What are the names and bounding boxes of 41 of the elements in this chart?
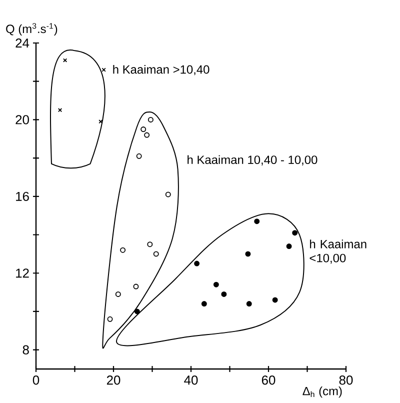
point <box>62 58 68 62</box>
point <box>254 218 260 224</box>
point <box>120 247 126 253</box>
point <box>102 68 106 72</box>
point <box>98 120 103 124</box>
point <box>245 251 251 257</box>
point <box>148 116 154 122</box>
point <box>272 297 278 303</box>
x-tick-label: 60 <box>262 376 276 385</box>
point <box>165 192 171 198</box>
annotation: h Kaaiman >10,40 <box>113 64 210 76</box>
point <box>134 308 140 314</box>
x-tick-label: 0 <box>32 376 40 385</box>
point <box>136 153 142 159</box>
x-tick-label: 40 <box>184 376 198 385</box>
point <box>115 291 121 297</box>
point <box>107 316 113 322</box>
y-tick-label: 16 <box>16 192 29 201</box>
point <box>221 291 227 297</box>
point <box>140 126 146 132</box>
x-tick-label: 20 <box>106 376 120 385</box>
point <box>292 230 298 236</box>
point <box>133 284 139 290</box>
point <box>286 244 292 250</box>
point <box>144 132 150 138</box>
x-tick-label: 80 <box>339 376 353 385</box>
y-tick-label: 8 <box>22 345 29 354</box>
x-axis-title: Δ$_{h}$ (cm) <box>302 386 342 398</box>
point <box>201 301 207 307</box>
point <box>246 301 252 307</box>
annotation: h Kaaiman 10,40 - 10,00 <box>188 155 318 166</box>
y-tick-label: 12 <box>16 268 29 278</box>
point <box>58 108 62 112</box>
point <box>147 242 153 248</box>
annotation: h Kaaiman <10,00 <box>310 240 366 264</box>
y-tick-label: 24 <box>16 38 30 48</box>
y-axis-title: Q (m$^{3}$.s$^{-1}$) <box>6 23 58 36</box>
point <box>194 260 200 266</box>
point <box>213 282 219 288</box>
point <box>153 251 159 257</box>
y-tick-label: 20 <box>16 115 29 124</box>
